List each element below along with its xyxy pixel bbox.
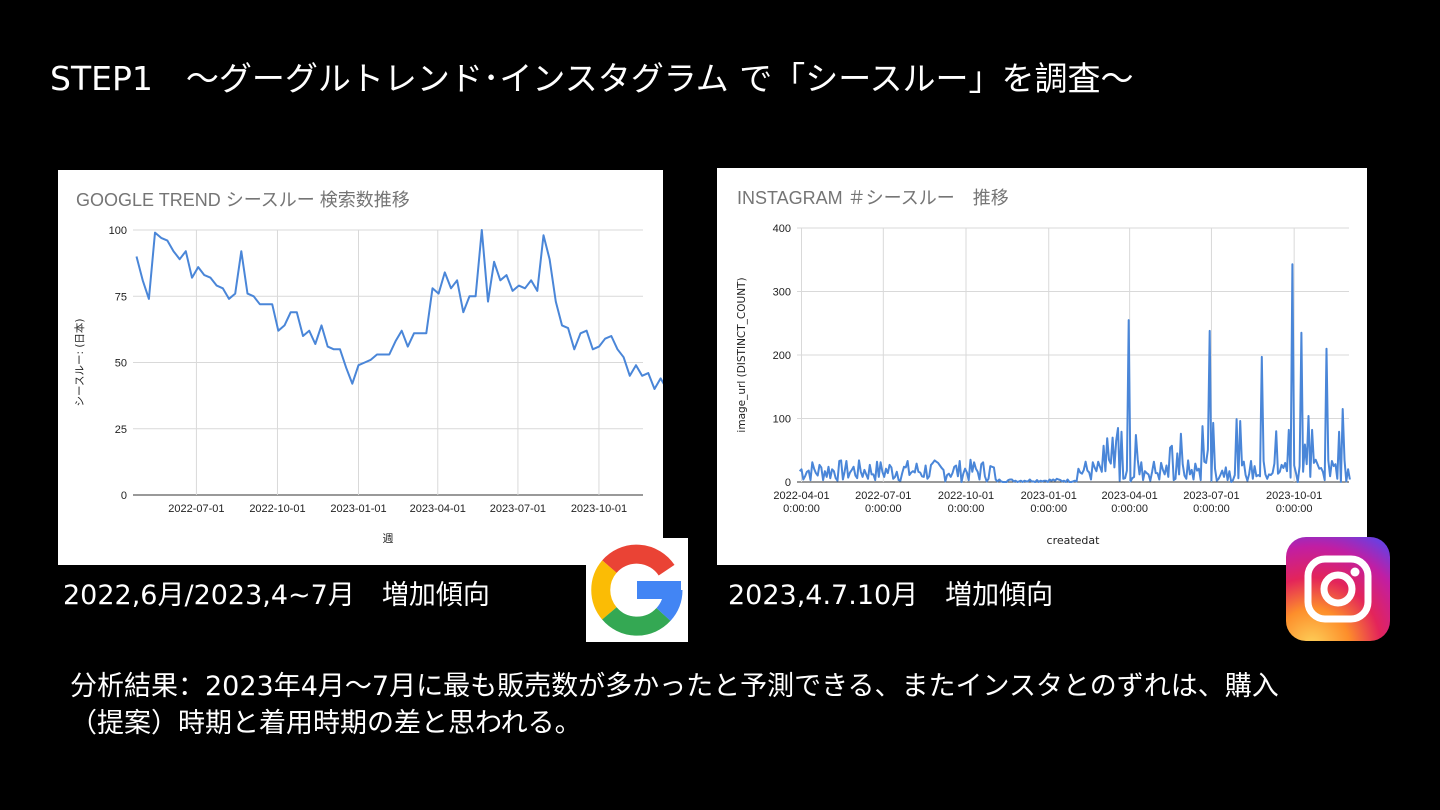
y-tick-label: 0 [785, 477, 791, 489]
x-tick-label: 0:00:00 [1111, 503, 1148, 515]
x-tick-label: 2022-07-01 [168, 503, 224, 515]
x-tick-label: 2023-07-01 [1183, 490, 1239, 502]
x-tick-label: 2023-07-01 [490, 503, 546, 515]
x-tick-label: 2022-04-01 [773, 490, 829, 502]
series-line-instagram [798, 263, 1351, 483]
y-tick-label: 100 [773, 414, 791, 426]
analysis-line-2: （提案）時期と着用時期の差と思われる。 [70, 708, 582, 739]
x-axis-title: 週 [383, 532, 394, 545]
google-trend-chart: GOOGLE TREND シースルー 検索数推移 0 25 50 75 100 2022-0… [73, 190, 663, 545]
google-caption: 2022,6月/2023,4~7月 増加傾向 [63, 580, 490, 611]
y-tick-label: 0 [121, 490, 127, 502]
instagram-logo-icon [1286, 537, 1390, 641]
slide-title: STEP1 ～グーグルトレンド･インスタグラム で「シースルー」を調査～ [50, 59, 1134, 98]
instagram-chart: INSTAGRAM ＃シースルー 推移 0 100 200 300 400 2022-04-… [736, 188, 1351, 547]
x-tick-label: 0:00:00 [948, 503, 985, 515]
y-tick-label: 300 [773, 287, 791, 299]
google-logo-icon [586, 538, 688, 642]
x-tick-label: 2023-04-01 [1101, 490, 1157, 502]
x-tick-label: 2023-10-01 [571, 503, 627, 515]
chart-title: INSTAGRAM ＃シースルー 推移 [737, 188, 1009, 208]
y-tick-label: 400 [773, 223, 791, 235]
x-axis-title: createdat [1047, 534, 1101, 547]
series-line-google [135, 229, 663, 390]
x-tick-label: 2022-10-01 [249, 503, 305, 515]
x-tick-label: 0:00:00 [1193, 503, 1230, 515]
x-tick-label: 0:00:00 [783, 503, 820, 515]
y-tick-label: 50 [115, 358, 127, 370]
x-tick-label: 0:00:00 [1030, 503, 1067, 515]
analysis-text: 分析結果：2023年4月～7月に最も販売数が多かったと予測できる、またインスタと… [70, 668, 1370, 742]
instagram-caption: 2023,4.7.10月 増加傾向 [728, 580, 1054, 611]
y-tick-label: 25 [115, 424, 127, 436]
x-tick-label: 2022-07-01 [855, 490, 911, 502]
y-tick-label: 75 [115, 291, 127, 303]
x-tick-label: 2023-10-01 [1266, 490, 1322, 502]
x-tick-label: 2023-01-01 [1021, 490, 1077, 502]
google-trend-chart-panel: GOOGLE TREND シースルー 検索数推移 0 25 50 75 100 2022-0… [58, 170, 663, 565]
y-tick-label: 100 [109, 225, 127, 237]
x-tick-label: 2022-10-01 [938, 490, 994, 502]
x-tick-label: 2023-01-01 [330, 503, 386, 515]
y-axis-title: image_url (DISTINCT_COUNT) [736, 277, 748, 432]
y-tick-label: 200 [773, 350, 791, 362]
chart-title: GOOGLE TREND シースルー 検索数推移 [76, 190, 410, 210]
y-axis-title: シースルー: (日本) [73, 318, 86, 406]
x-tick-label: 0:00:00 [1276, 503, 1313, 515]
x-tick-label: 2023-04-01 [410, 503, 466, 515]
instagram-chart-panel: INSTAGRAM ＃シースルー 推移 0 100 200 300 400 2022-04-… [717, 168, 1367, 565]
x-tick-label: 0:00:00 [865, 503, 902, 515]
analysis-line-1: 分析結果：2023年4月～7月に最も販売数が多かったと予測できる、またインスタと… [70, 671, 1279, 702]
